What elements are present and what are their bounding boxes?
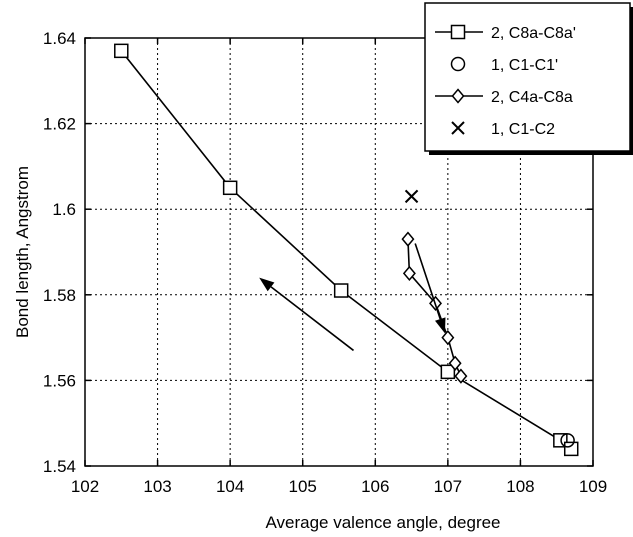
- y-tick-label: 1.62: [43, 115, 76, 134]
- marker-square: [335, 284, 348, 297]
- x-tick-label: 106: [361, 477, 389, 496]
- y-tick-label: 1.54: [43, 457, 76, 476]
- x-tick-label: 108: [506, 477, 534, 496]
- x-tick-label: 102: [71, 477, 99, 496]
- x-tick-label: 103: [143, 477, 171, 496]
- y-axis-title: Bond length, Angstrom: [13, 166, 32, 338]
- x-tick-label: 109: [579, 477, 607, 496]
- y-tick-label: 1.6: [52, 200, 76, 219]
- x-tick-label: 107: [434, 477, 462, 496]
- legend-label: 1, C1-C1': [491, 57, 558, 74]
- marker-square: [115, 44, 128, 57]
- y-tick-label: 1.58: [43, 286, 76, 305]
- legend-label: 1, C1-C2: [491, 121, 555, 138]
- marker-square: [565, 442, 578, 455]
- marker-square: [224, 181, 237, 194]
- x-tick-label: 105: [289, 477, 317, 496]
- y-tick-label: 1.64: [43, 29, 76, 48]
- x-axis-title: Average valence angle, degree: [265, 513, 500, 532]
- legend: 2, C8a-C8a' 1, C1-C1' 2, C4a-C8a 1, C1-C2: [425, 3, 633, 155]
- legend-label: 2, C4a-C8a: [491, 89, 573, 106]
- x-tick-label: 104: [216, 477, 244, 496]
- y-tick-label: 1.56: [43, 371, 76, 390]
- legend-label: 2, C8a-C8a': [491, 25, 576, 42]
- marker-square: [452, 26, 465, 39]
